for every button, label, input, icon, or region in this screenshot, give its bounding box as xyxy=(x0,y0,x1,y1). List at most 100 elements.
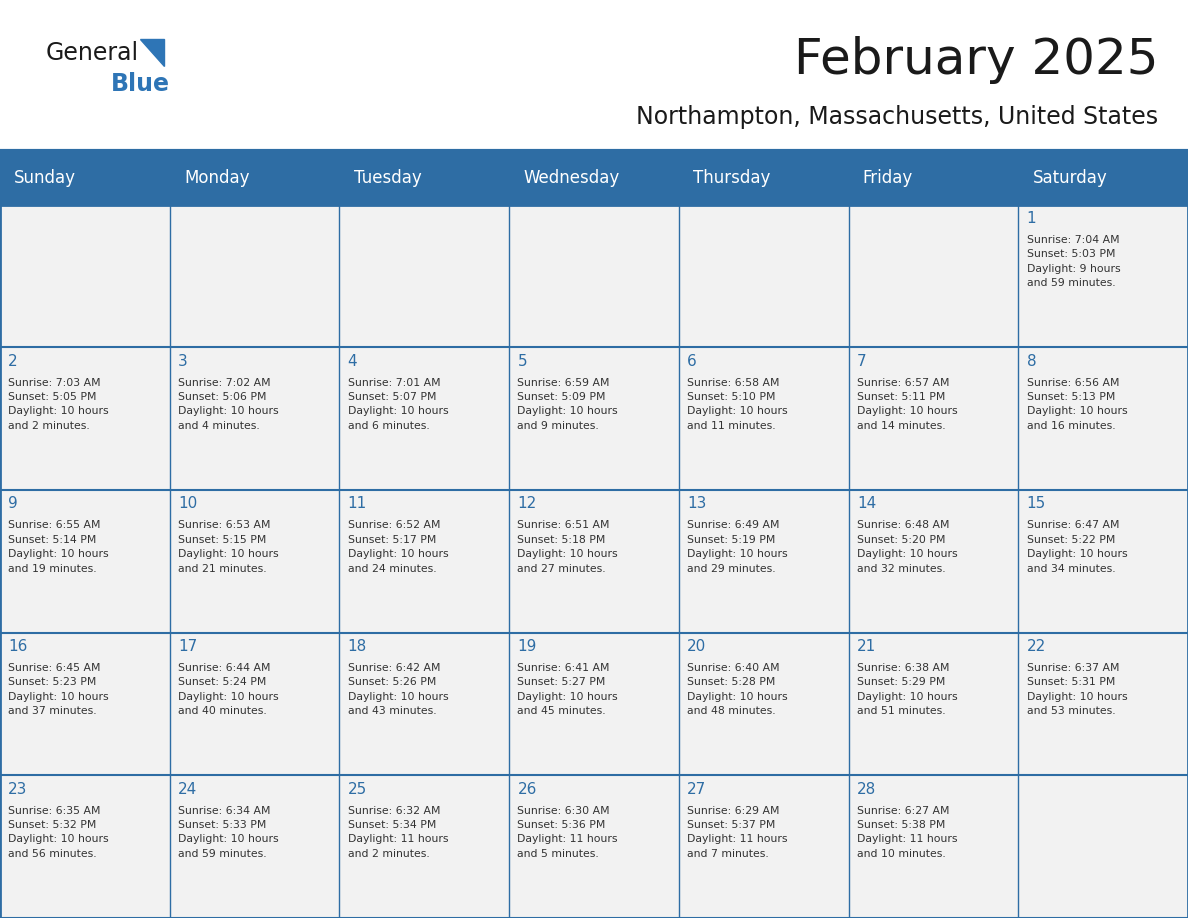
Text: 4: 4 xyxy=(348,353,358,369)
Text: 17: 17 xyxy=(178,639,197,655)
Text: 24: 24 xyxy=(178,782,197,797)
Text: 2: 2 xyxy=(8,353,18,369)
Bar xyxy=(848,347,1018,490)
Bar xyxy=(1018,633,1188,776)
Text: Sunrise: 6:45 AM
Sunset: 5:23 PM
Daylight: 10 hours
and 37 minutes.: Sunrise: 6:45 AM Sunset: 5:23 PM Dayligh… xyxy=(8,663,109,716)
Bar xyxy=(678,490,848,633)
Bar xyxy=(340,776,510,918)
Bar xyxy=(0,776,170,918)
Text: Sunrise: 6:44 AM
Sunset: 5:24 PM
Daylight: 10 hours
and 40 minutes.: Sunrise: 6:44 AM Sunset: 5:24 PM Dayligh… xyxy=(178,663,279,716)
Text: Monday: Monday xyxy=(184,169,249,187)
Bar xyxy=(170,776,340,918)
Text: Friday: Friday xyxy=(862,169,914,187)
Text: 12: 12 xyxy=(518,497,537,511)
Text: 15: 15 xyxy=(1026,497,1045,511)
Text: Sunrise: 6:51 AM
Sunset: 5:18 PM
Daylight: 10 hours
and 27 minutes.: Sunrise: 6:51 AM Sunset: 5:18 PM Dayligh… xyxy=(518,521,618,574)
Text: Sunrise: 6:59 AM
Sunset: 5:09 PM
Daylight: 10 hours
and 9 minutes.: Sunrise: 6:59 AM Sunset: 5:09 PM Dayligh… xyxy=(518,377,618,431)
Text: 21: 21 xyxy=(857,639,876,655)
Bar xyxy=(0,151,1188,205)
Text: 28: 28 xyxy=(857,782,876,797)
Bar xyxy=(678,776,848,918)
Text: Sunrise: 6:35 AM
Sunset: 5:32 PM
Daylight: 10 hours
and 56 minutes.: Sunrise: 6:35 AM Sunset: 5:32 PM Dayligh… xyxy=(8,806,109,859)
Text: Sunrise: 6:40 AM
Sunset: 5:28 PM
Daylight: 10 hours
and 48 minutes.: Sunrise: 6:40 AM Sunset: 5:28 PM Dayligh… xyxy=(687,663,788,716)
Polygon shape xyxy=(140,39,164,66)
Bar xyxy=(170,347,340,490)
Bar xyxy=(848,490,1018,633)
Text: Blue: Blue xyxy=(110,73,170,96)
Text: Sunrise: 6:34 AM
Sunset: 5:33 PM
Daylight: 10 hours
and 59 minutes.: Sunrise: 6:34 AM Sunset: 5:33 PM Dayligh… xyxy=(178,806,279,859)
Text: 3: 3 xyxy=(178,353,188,369)
Bar xyxy=(340,347,510,490)
Bar xyxy=(1018,490,1188,633)
Text: General: General xyxy=(45,41,138,65)
Text: Sunrise: 6:47 AM
Sunset: 5:22 PM
Daylight: 10 hours
and 34 minutes.: Sunrise: 6:47 AM Sunset: 5:22 PM Dayligh… xyxy=(1026,521,1127,574)
Text: 19: 19 xyxy=(518,639,537,655)
Bar xyxy=(678,633,848,776)
Bar xyxy=(170,633,340,776)
Text: Sunrise: 6:55 AM
Sunset: 5:14 PM
Daylight: 10 hours
and 19 minutes.: Sunrise: 6:55 AM Sunset: 5:14 PM Dayligh… xyxy=(8,521,109,574)
Text: Sunrise: 7:02 AM
Sunset: 5:06 PM
Daylight: 10 hours
and 4 minutes.: Sunrise: 7:02 AM Sunset: 5:06 PM Dayligh… xyxy=(178,377,279,431)
Bar xyxy=(848,633,1018,776)
Text: Sunrise: 6:42 AM
Sunset: 5:26 PM
Daylight: 10 hours
and 43 minutes.: Sunrise: 6:42 AM Sunset: 5:26 PM Dayligh… xyxy=(348,663,448,716)
Bar xyxy=(0,490,170,633)
Bar xyxy=(0,347,170,490)
Text: Sunrise: 7:03 AM
Sunset: 5:05 PM
Daylight: 10 hours
and 2 minutes.: Sunrise: 7:03 AM Sunset: 5:05 PM Dayligh… xyxy=(8,377,109,431)
Bar xyxy=(678,347,848,490)
Text: Sunrise: 6:29 AM
Sunset: 5:37 PM
Daylight: 11 hours
and 7 minutes.: Sunrise: 6:29 AM Sunset: 5:37 PM Dayligh… xyxy=(687,806,788,859)
Bar xyxy=(510,776,678,918)
Bar xyxy=(848,205,1018,347)
Text: Sunrise: 6:41 AM
Sunset: 5:27 PM
Daylight: 10 hours
and 45 minutes.: Sunrise: 6:41 AM Sunset: 5:27 PM Dayligh… xyxy=(518,663,618,716)
Bar xyxy=(170,205,340,347)
Text: 16: 16 xyxy=(8,639,27,655)
Bar xyxy=(340,205,510,347)
Text: 13: 13 xyxy=(687,497,707,511)
Bar xyxy=(340,633,510,776)
Text: 18: 18 xyxy=(348,639,367,655)
Bar xyxy=(510,205,678,347)
Text: Sunrise: 6:32 AM
Sunset: 5:34 PM
Daylight: 11 hours
and 2 minutes.: Sunrise: 6:32 AM Sunset: 5:34 PM Dayligh… xyxy=(348,806,448,859)
Text: Sunrise: 6:37 AM
Sunset: 5:31 PM
Daylight: 10 hours
and 53 minutes.: Sunrise: 6:37 AM Sunset: 5:31 PM Dayligh… xyxy=(1026,663,1127,716)
Text: 9: 9 xyxy=(8,497,18,511)
Bar xyxy=(170,490,340,633)
Bar xyxy=(510,633,678,776)
Text: Thursday: Thursday xyxy=(693,169,771,187)
Bar xyxy=(510,490,678,633)
Text: Sunrise: 6:48 AM
Sunset: 5:20 PM
Daylight: 10 hours
and 32 minutes.: Sunrise: 6:48 AM Sunset: 5:20 PM Dayligh… xyxy=(857,521,958,574)
Text: Sunrise: 6:53 AM
Sunset: 5:15 PM
Daylight: 10 hours
and 21 minutes.: Sunrise: 6:53 AM Sunset: 5:15 PM Dayligh… xyxy=(178,521,279,574)
Text: 5: 5 xyxy=(518,353,527,369)
Text: Sunrise: 6:30 AM
Sunset: 5:36 PM
Daylight: 11 hours
and 5 minutes.: Sunrise: 6:30 AM Sunset: 5:36 PM Dayligh… xyxy=(518,806,618,859)
Bar xyxy=(0,633,170,776)
Text: 6: 6 xyxy=(687,353,697,369)
Text: 22: 22 xyxy=(1026,639,1045,655)
Bar xyxy=(848,776,1018,918)
Text: Sunrise: 7:04 AM
Sunset: 5:03 PM
Daylight: 9 hours
and 59 minutes.: Sunrise: 7:04 AM Sunset: 5:03 PM Dayligh… xyxy=(1026,235,1120,288)
Text: Sunrise: 7:01 AM
Sunset: 5:07 PM
Daylight: 10 hours
and 6 minutes.: Sunrise: 7:01 AM Sunset: 5:07 PM Dayligh… xyxy=(348,377,448,431)
Bar xyxy=(678,205,848,347)
Text: 14: 14 xyxy=(857,497,876,511)
Text: Sunrise: 6:58 AM
Sunset: 5:10 PM
Daylight: 10 hours
and 11 minutes.: Sunrise: 6:58 AM Sunset: 5:10 PM Dayligh… xyxy=(687,377,788,431)
Text: Sunrise: 6:56 AM
Sunset: 5:13 PM
Daylight: 10 hours
and 16 minutes.: Sunrise: 6:56 AM Sunset: 5:13 PM Dayligh… xyxy=(1026,377,1127,431)
Bar xyxy=(0,205,170,347)
Text: 8: 8 xyxy=(1026,353,1036,369)
Text: Northampton, Massachusetts, United States: Northampton, Massachusetts, United State… xyxy=(637,105,1158,129)
Text: 25: 25 xyxy=(348,782,367,797)
Text: 11: 11 xyxy=(348,497,367,511)
Text: 10: 10 xyxy=(178,497,197,511)
Text: 27: 27 xyxy=(687,782,707,797)
Text: February 2025: February 2025 xyxy=(794,36,1158,84)
Text: 26: 26 xyxy=(518,782,537,797)
Text: Sunrise: 6:49 AM
Sunset: 5:19 PM
Daylight: 10 hours
and 29 minutes.: Sunrise: 6:49 AM Sunset: 5:19 PM Dayligh… xyxy=(687,521,788,574)
Text: 1: 1 xyxy=(1026,211,1036,226)
Bar xyxy=(1018,347,1188,490)
Text: Saturday: Saturday xyxy=(1032,169,1107,187)
Text: 20: 20 xyxy=(687,639,707,655)
Text: Tuesday: Tuesday xyxy=(354,169,422,187)
Bar xyxy=(1018,776,1188,918)
Text: Sunrise: 6:52 AM
Sunset: 5:17 PM
Daylight: 10 hours
and 24 minutes.: Sunrise: 6:52 AM Sunset: 5:17 PM Dayligh… xyxy=(348,521,448,574)
Text: Sunrise: 6:38 AM
Sunset: 5:29 PM
Daylight: 10 hours
and 51 minutes.: Sunrise: 6:38 AM Sunset: 5:29 PM Dayligh… xyxy=(857,663,958,716)
Text: 23: 23 xyxy=(8,782,27,797)
Text: 7: 7 xyxy=(857,353,866,369)
Text: Sunrise: 6:27 AM
Sunset: 5:38 PM
Daylight: 11 hours
and 10 minutes.: Sunrise: 6:27 AM Sunset: 5:38 PM Dayligh… xyxy=(857,806,958,859)
Bar xyxy=(340,490,510,633)
Text: Wednesday: Wednesday xyxy=(524,169,620,187)
